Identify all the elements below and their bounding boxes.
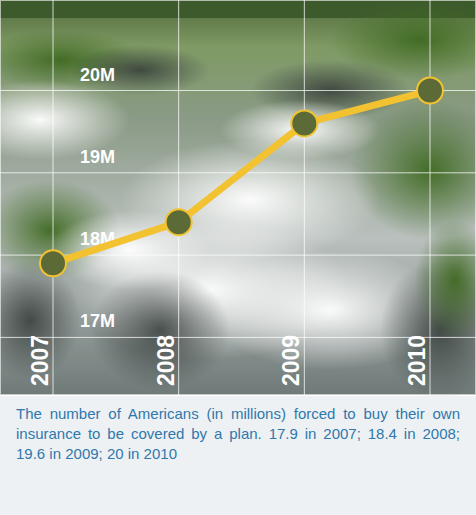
grid (0, 0, 476, 395)
background (0, 0, 476, 396)
x-tick-label: 2009 (278, 335, 304, 386)
x-tick-label: 2007 (27, 335, 53, 386)
x-tick-label: 2010 (404, 335, 430, 386)
data-point (291, 110, 317, 136)
y-tick-label: 20M (80, 65, 115, 85)
data-group (40, 78, 443, 277)
caption: The number of Americans (in millions) fo… (0, 396, 476, 515)
data-point (166, 209, 192, 235)
y-tick-labels: 17M18M19M20M (80, 65, 115, 332)
data-point (40, 250, 66, 276)
chart: 17M18M19M20M2007200820092010 (0, 0, 476, 396)
grid-line (0, 90, 476, 91)
x-tick-labels: 2007 2008 2009 2010 (27, 335, 430, 386)
plot-frame (1, 1, 476, 395)
x-tick-label: 2008 (153, 335, 179, 386)
data-point (417, 78, 443, 104)
data-line (53, 91, 430, 264)
y-tick-label: 19M (80, 147, 115, 167)
y-tick-label: 17M (80, 311, 115, 331)
scenery (415, 220, 476, 340)
page: 17M18M19M20M2007200820092010 The number … (0, 0, 476, 515)
scenery (50, 210, 210, 290)
